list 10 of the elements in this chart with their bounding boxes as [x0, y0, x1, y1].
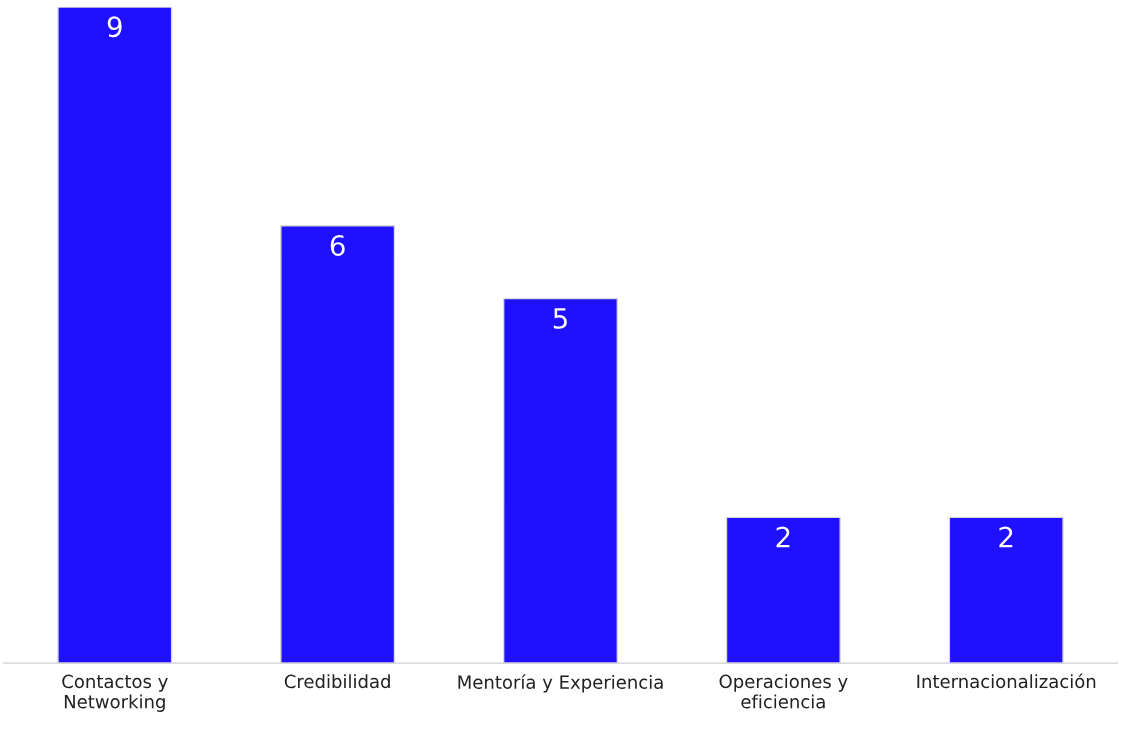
x-tick-label: Internacionalización	[917, 673, 1096, 689]
data-label: 5	[553, 308, 567, 329]
x-tick-label: Contactos y Networking	[62, 674, 168, 712]
x-tick-label: Mentoría y Experiencia	[458, 674, 663, 693]
data-label: 2	[776, 526, 790, 548]
data-label: 2	[999, 526, 1013, 548]
x-tick-label: Operaciones y eficiencia	[719, 674, 848, 709]
data-label: 9	[107, 16, 122, 38]
data-label: 6	[330, 234, 345, 256]
x-tick-label: Credibilidad	[284, 674, 390, 689]
